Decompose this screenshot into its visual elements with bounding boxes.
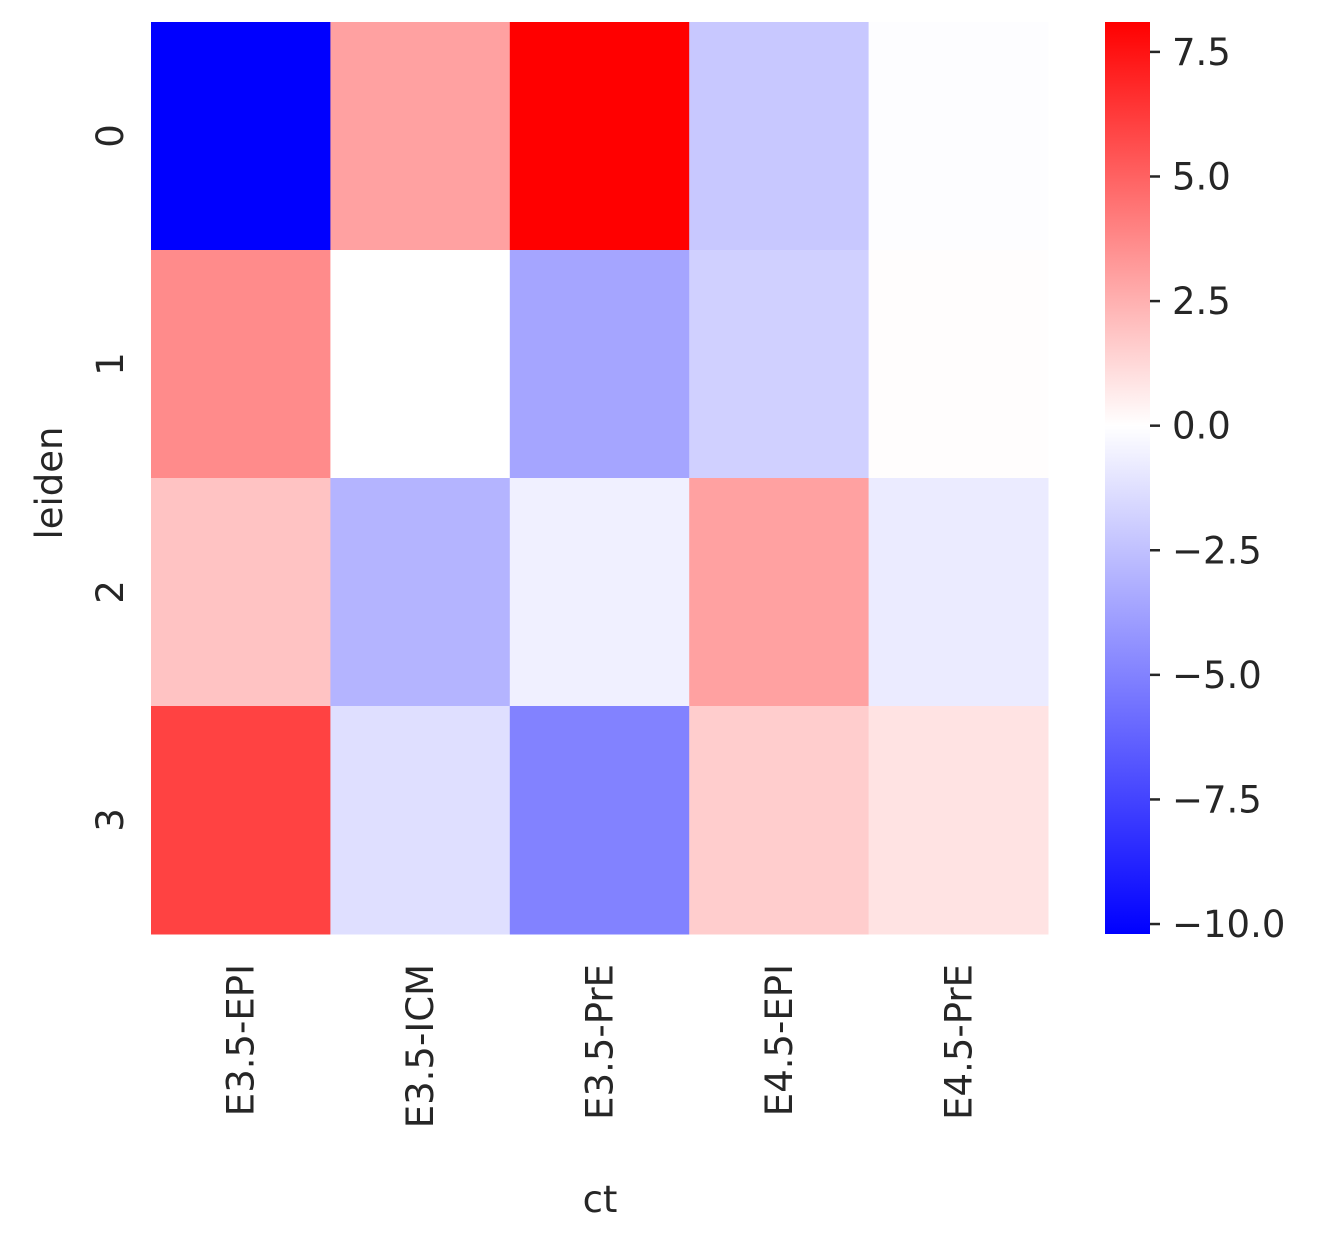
x-tick-label: E4.5-EPI — [758, 964, 801, 1116]
y-tick-label: 0 — [89, 124, 132, 148]
x-tick-label: E3.5-EPI — [220, 964, 263, 1116]
y-axis-label: leiden — [28, 426, 71, 539]
colorbar-tick-label: −5.0 — [1172, 654, 1262, 697]
x-tick-label: E4.5-PrE — [937, 964, 980, 1120]
colorbar-tick-label: 0.0 — [1172, 405, 1231, 448]
colorbar-tick-label: −10.0 — [1172, 903, 1285, 946]
colorbar-tick-label: 7.5 — [1172, 31, 1231, 74]
heatmap-cells — [151, 22, 1049, 935]
heatmap-cell — [509, 706, 690, 935]
colorbar-tick-label: 5.0 — [1172, 155, 1231, 198]
x-tick-label: E3.5-PrE — [579, 964, 622, 1120]
heatmap-cell — [689, 250, 870, 479]
heatmap-cell — [689, 22, 870, 251]
heatmap-cell — [509, 478, 690, 707]
x-tick-labels: E3.5-EPI E3.5-ICM E3.5-PrE E4.5-EPI E4.5-PrE — [220, 964, 981, 1128]
heatmap-cell — [330, 22, 511, 251]
heatmap-cell — [330, 706, 511, 935]
heatmap-cell — [868, 250, 1049, 479]
heatmap-cell — [151, 250, 331, 479]
heatmap-cell — [330, 250, 511, 479]
y-tick-labels: 0 1 2 3 — [89, 124, 132, 832]
heatmap-cell — [868, 706, 1049, 935]
heatmap-cell — [151, 478, 331, 707]
x-tick-label: E3.5-ICM — [399, 964, 442, 1128]
heatmap-cell — [509, 250, 690, 479]
heatmap-cell — [509, 22, 690, 251]
colorbar-ticks: 7.5 5.0 2.5 0.0 −2.5 −5.0 −7.5 −10.0 — [1150, 31, 1285, 946]
heatmap-cell — [151, 706, 331, 935]
colorbar-tick-label: 2.5 — [1172, 280, 1231, 323]
heatmap-cell — [151, 22, 331, 251]
y-tick-label: 3 — [89, 808, 132, 832]
heatmap-cell — [868, 478, 1049, 707]
colorbar-tick-label: −2.5 — [1172, 529, 1262, 572]
y-tick-label: 1 — [89, 352, 132, 376]
heatmap-cell — [330, 478, 511, 707]
colorbar — [1105, 22, 1150, 934]
heatmap-cell — [689, 706, 870, 935]
y-tick-label: 2 — [89, 580, 132, 604]
heatmap-cell — [868, 22, 1049, 251]
heatmap-cell — [689, 478, 870, 707]
colorbar-tick-label: −7.5 — [1172, 778, 1262, 821]
x-axis-label: ct — [583, 1178, 618, 1221]
